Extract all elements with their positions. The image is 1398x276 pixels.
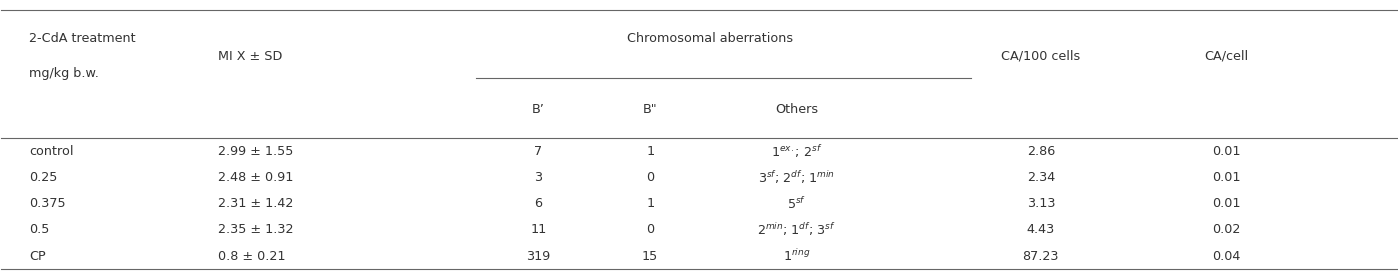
Text: 0.8 ± 0.21: 0.8 ± 0.21 [218,250,285,262]
Text: 1$^{ex.}$; 2$^{sf}$: 1$^{ex.}$; 2$^{sf}$ [770,143,822,160]
Text: MI X ± SD: MI X ± SD [218,49,282,63]
Text: 2.35 ± 1.32: 2.35 ± 1.32 [218,223,294,236]
Text: 0.375: 0.375 [29,197,66,210]
Text: B’: B’ [533,103,545,116]
Text: 3$^{sf}$; 2$^{df}$; 1$^{min}$: 3$^{sf}$; 2$^{df}$; 1$^{min}$ [758,169,835,186]
Text: 1: 1 [646,145,654,158]
Text: 87.23: 87.23 [1022,250,1060,262]
Text: 0: 0 [646,171,654,184]
Text: 0.01: 0.01 [1212,171,1240,184]
Text: 11: 11 [530,223,547,236]
Text: CP: CP [29,250,46,262]
Text: 1$^{ring}$: 1$^{ring}$ [783,248,811,264]
Text: CA/100 cells: CA/100 cells [1001,49,1081,63]
Text: mg/kg b.w.: mg/kg b.w. [29,67,99,80]
Text: control: control [29,145,74,158]
Text: 0: 0 [646,223,654,236]
Text: 3.13: 3.13 [1026,197,1055,210]
Text: 2.31 ± 1.42: 2.31 ± 1.42 [218,197,294,210]
Text: 2.99 ± 1.55: 2.99 ± 1.55 [218,145,294,158]
Text: 2.86: 2.86 [1026,145,1055,158]
Text: 4.43: 4.43 [1026,223,1055,236]
Text: 2.48 ± 0.91: 2.48 ± 0.91 [218,171,294,184]
Text: 7: 7 [534,145,542,158]
Text: 0.02: 0.02 [1212,223,1240,236]
Text: 319: 319 [527,250,551,262]
Text: 0.25: 0.25 [29,171,57,184]
Text: 6: 6 [534,197,542,210]
Text: Chromosomal aberrations: Chromosomal aberrations [628,32,793,45]
Text: 0.01: 0.01 [1212,197,1240,210]
Text: CA/cell: CA/cell [1204,49,1248,63]
Text: 2-CdA treatment: 2-CdA treatment [29,32,136,45]
Text: 5$^{sf}$: 5$^{sf}$ [787,196,807,211]
Text: 0.5: 0.5 [29,223,50,236]
Text: 0.01: 0.01 [1212,145,1240,158]
Text: 3: 3 [534,171,542,184]
Text: B": B" [643,103,657,116]
Text: 1: 1 [646,197,654,210]
Text: 2$^{min}$; 1$^{df}$; 3$^{sf}$: 2$^{min}$; 1$^{df}$; 3$^{sf}$ [758,221,836,238]
Text: 15: 15 [642,250,658,262]
Text: 2.34: 2.34 [1026,171,1055,184]
Text: Others: Others [774,103,818,116]
Text: 0.04: 0.04 [1212,250,1240,262]
